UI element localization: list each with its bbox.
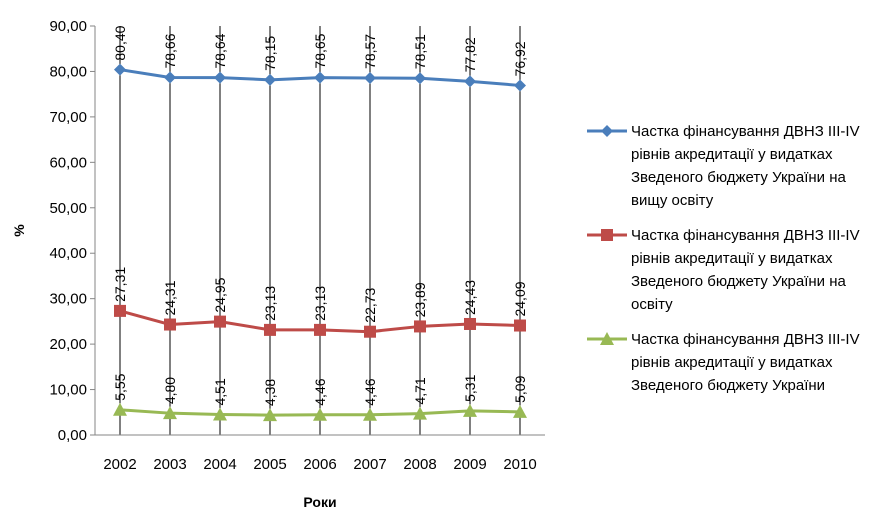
data-point-square xyxy=(214,315,226,328)
data-point-square xyxy=(364,325,376,338)
legend-diamond-marker-icon xyxy=(587,125,627,137)
data-label: 24,31 xyxy=(162,280,178,315)
data-label: 78,57 xyxy=(362,34,378,69)
data-label: 24,95 xyxy=(212,277,228,312)
data-label: 78,64 xyxy=(212,33,228,68)
data-label: 24,43 xyxy=(462,280,478,315)
data-label: 27,31 xyxy=(112,267,128,302)
data-label: 80,40 xyxy=(112,25,128,60)
data-point-triangle xyxy=(413,406,427,420)
data-label: 78,66 xyxy=(162,33,178,68)
legend-label: Частка фінансування ДВНЗ III-IV рівнів а… xyxy=(631,123,860,209)
data-point-diamond xyxy=(164,71,176,84)
chart-legend: Частка фінансування ДВНЗ III-IV рівнів а… xyxy=(585,120,875,409)
x-tick-label: 2003 xyxy=(153,456,186,473)
legend-triangle-marker-icon xyxy=(587,332,627,345)
x-tick-label: 2009 xyxy=(453,456,486,473)
data-label: 5,55 xyxy=(112,373,128,400)
data-label: 22,73 xyxy=(362,287,378,322)
data-label: 78,65 xyxy=(312,33,328,68)
legend-square-marker-icon xyxy=(587,229,627,241)
data-label: 4,46 xyxy=(312,378,328,405)
y-tick-label: 50,00 xyxy=(49,200,87,217)
chart-axes: 0,00 10,00 20,00 30,00 40,00 50,00 60,00 70,00 8… xyxy=(49,18,545,473)
y-tick-label: 70,00 xyxy=(49,109,87,126)
y-tick-label: 60,00 xyxy=(49,154,87,171)
data-point-diamond xyxy=(264,73,276,86)
data-label: 23,13 xyxy=(262,286,278,321)
data-label: 4,38 xyxy=(262,379,278,406)
data-point-diamond xyxy=(514,79,526,92)
y-tick-label: 40,00 xyxy=(49,245,87,262)
y-tick-label: 10,00 xyxy=(49,382,87,399)
legend-label: Частка фінансування ДВНЗ III-IV рівнів а… xyxy=(631,227,860,313)
data-label: 78,15 xyxy=(262,36,278,71)
data-label: 23,89 xyxy=(412,282,428,317)
legend-item-education: Частка фінансування ДВНЗ III-IV рівнів а… xyxy=(585,224,875,316)
data-label: 4,46 xyxy=(362,378,378,405)
data-label: 5,31 xyxy=(462,374,478,401)
y-tick-label: 30,00 xyxy=(49,291,87,308)
data-point-triangle xyxy=(113,402,127,416)
x-tick-label: 2007 xyxy=(353,456,386,473)
data-point-diamond xyxy=(464,75,476,88)
y-axis-title: % xyxy=(11,224,27,237)
data-point-triangle xyxy=(513,404,527,418)
chart-series xyxy=(113,63,527,422)
data-label: 76,92 xyxy=(512,41,528,76)
data-label: 4,51 xyxy=(212,378,228,405)
y-tick-label: 20,00 xyxy=(49,336,87,353)
data-label: 24,09 xyxy=(512,281,528,316)
data-point-square xyxy=(164,318,176,331)
data-point-triangle xyxy=(263,408,277,422)
legend-label: Частка фінансування ДВНЗ III-IV рівнів а… xyxy=(631,331,860,394)
data-point-square xyxy=(114,304,126,317)
x-axis-title: Роки xyxy=(303,494,336,508)
data-point-square xyxy=(464,317,476,330)
data-point-diamond xyxy=(114,63,126,76)
y-tick-label: 90,00 xyxy=(49,18,87,35)
data-point-triangle xyxy=(463,403,477,417)
legend-item-total-budget: Частка фінансування ДВНЗ III-IV рівнів а… xyxy=(585,328,875,397)
data-point-square xyxy=(264,323,276,336)
x-tick-label: 2008 xyxy=(403,456,436,473)
data-point-diamond xyxy=(314,71,326,84)
data-point-square xyxy=(314,323,326,336)
data-point-diamond xyxy=(414,72,426,85)
data-point-triangle xyxy=(213,407,227,421)
chart-grid xyxy=(119,26,521,435)
data-label: 23,13 xyxy=(312,286,328,321)
data-point-square xyxy=(414,320,426,333)
y-tick-label: 80,00 xyxy=(49,63,87,80)
x-tick-label: 2002 xyxy=(103,456,136,473)
data-label: 4,80 xyxy=(162,377,178,404)
chart-data-labels: 80,40 78,66 78,64 78,15 78,65 78,57 78,51 77,82… xyxy=(112,25,528,406)
data-point-square xyxy=(514,319,526,332)
data-label: 5,09 xyxy=(512,375,528,402)
y-tick-label: 0,00 xyxy=(58,427,87,444)
data-point-triangle xyxy=(313,407,327,421)
data-point-diamond xyxy=(364,71,376,84)
data-point-triangle xyxy=(363,407,377,421)
x-tick-label: 2005 xyxy=(253,456,286,473)
legend-item-higher-education: Частка фінансування ДВНЗ III-IV рівнів а… xyxy=(585,120,875,212)
x-tick-label: 2006 xyxy=(303,456,336,473)
data-point-triangle xyxy=(163,406,177,420)
data-label: 77,82 xyxy=(462,37,478,72)
data-label: 78,51 xyxy=(412,34,428,69)
x-tick-label: 2004 xyxy=(203,456,236,473)
data-point-diamond xyxy=(214,71,226,84)
x-tick-label: 2010 xyxy=(503,456,536,473)
data-label: 4,71 xyxy=(412,377,428,404)
